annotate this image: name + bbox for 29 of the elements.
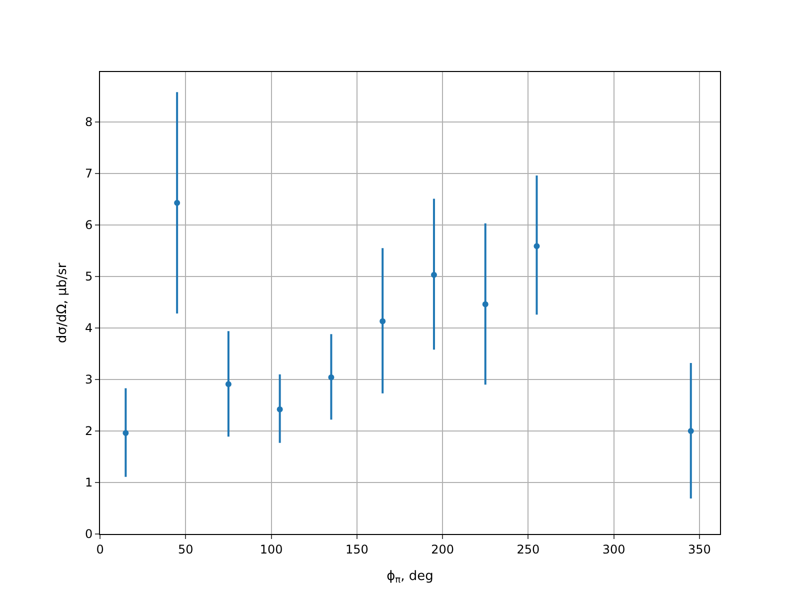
- y-tick-label: 8: [84, 115, 93, 130]
- point: [122, 430, 129, 436]
- point: [688, 428, 694, 434]
- y-tick-label: 0: [84, 527, 93, 542]
- x-tick-label: 250: [516, 542, 540, 556]
- x-tick-label: 50: [178, 542, 194, 556]
- point: [328, 374, 334, 380]
- x-tick-label: 100: [260, 542, 283, 556]
- x-tick-label: 300: [602, 542, 626, 556]
- x-axis-title: ϕ$_{π}$, deg: [386, 569, 434, 586]
- x-tick-label: 200: [431, 542, 454, 556]
- y-tick-label: 6: [84, 218, 93, 232]
- y-tick-label: 1: [84, 476, 93, 490]
- x-tick-label: 150: [345, 542, 368, 556]
- point: [174, 200, 180, 206]
- x-tick-label: 350: [688, 542, 711, 556]
- point: [225, 381, 232, 388]
- y-tick-label: 4: [84, 321, 93, 336]
- point: [380, 318, 386, 324]
- point: [482, 301, 488, 308]
- x-tick-label: 0: [96, 542, 104, 556]
- y-tick-label: 7: [84, 166, 93, 181]
- y-tick-label: 3: [84, 372, 93, 387]
- y-axis-title: dσ/dΩ, μb/sr: [54, 262, 70, 344]
- point: [276, 406, 283, 412]
- point: [534, 243, 540, 250]
- y-tick-label: 2: [84, 424, 93, 438]
- point: [430, 272, 437, 278]
- y-tick-label: 5: [84, 270, 93, 284]
